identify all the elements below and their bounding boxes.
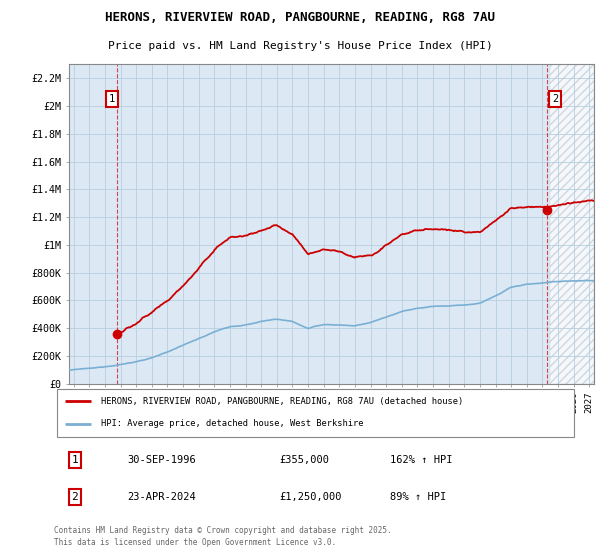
FancyBboxPatch shape bbox=[56, 389, 574, 437]
Text: 2: 2 bbox=[71, 492, 79, 502]
Text: Contains HM Land Registry data © Crown copyright and database right 2025.
This d: Contains HM Land Registry data © Crown c… bbox=[54, 526, 392, 547]
Text: Price paid vs. HM Land Registry's House Price Index (HPI): Price paid vs. HM Land Registry's House … bbox=[107, 41, 493, 51]
Text: 30-SEP-1996: 30-SEP-1996 bbox=[128, 455, 196, 465]
Text: 1: 1 bbox=[109, 94, 115, 104]
Text: 23-APR-2024: 23-APR-2024 bbox=[128, 492, 196, 502]
Text: HPI: Average price, detached house, West Berkshire: HPI: Average price, detached house, West… bbox=[101, 419, 364, 428]
Text: 89% ↑ HPI: 89% ↑ HPI bbox=[390, 492, 446, 502]
Text: 1: 1 bbox=[71, 455, 79, 465]
Text: £1,250,000: £1,250,000 bbox=[280, 492, 342, 502]
Text: 162% ↑ HPI: 162% ↑ HPI bbox=[390, 455, 452, 465]
Text: HERONS, RIVERVIEW ROAD, PANGBOURNE, READING, RG8 7AU: HERONS, RIVERVIEW ROAD, PANGBOURNE, READ… bbox=[105, 11, 495, 24]
Text: £355,000: £355,000 bbox=[280, 455, 330, 465]
Text: HERONS, RIVERVIEW ROAD, PANGBOURNE, READING, RG8 7AU (detached house): HERONS, RIVERVIEW ROAD, PANGBOURNE, READ… bbox=[101, 397, 464, 406]
Text: 2: 2 bbox=[552, 94, 558, 104]
